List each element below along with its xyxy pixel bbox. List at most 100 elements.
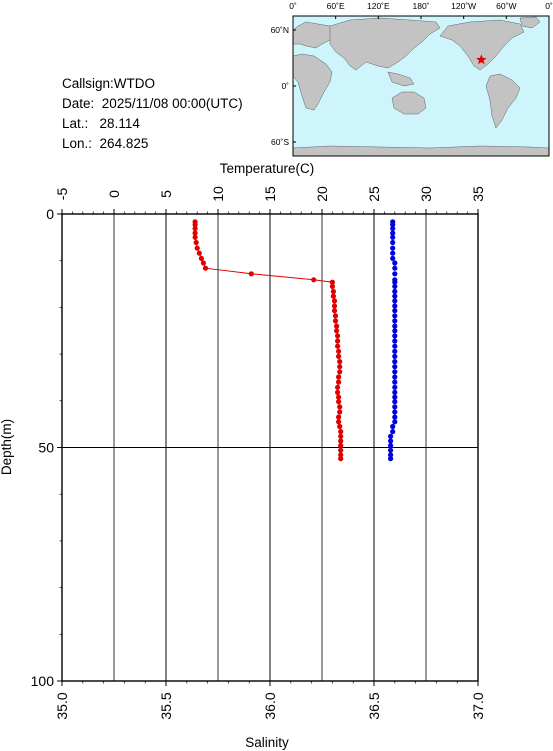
data-point (392, 298, 398, 304)
land-africa (292, 53, 333, 111)
data-point (338, 452, 344, 458)
data-point (338, 447, 344, 453)
data-point (194, 245, 200, 251)
data-point (392, 271, 398, 277)
data-point (392, 414, 398, 420)
data-point (336, 394, 342, 400)
data-point (388, 443, 394, 449)
map-lon-tick: 180˚ (412, 1, 429, 11)
salinity-series (388, 219, 398, 462)
top-tick-label: 20 (314, 186, 330, 202)
bottom-tick-label: 35.0 (54, 692, 70, 719)
data-point (338, 456, 344, 462)
data-point (392, 394, 398, 400)
data-point (337, 364, 343, 370)
data-point (192, 230, 198, 236)
data-point (336, 414, 342, 420)
map-lon-tick: 60˚W (496, 1, 516, 11)
data-point (388, 433, 394, 439)
data-point (392, 404, 398, 410)
map-ticks: 0˚ 60˚E 120˚E 180˚ 120˚W 60˚W 0˚ 60˚N 0˚ 60˚S (271, 1, 553, 147)
data-point (335, 333, 341, 339)
data-point (392, 369, 398, 375)
data-point (390, 255, 396, 261)
series-layer (192, 219, 398, 462)
data-point (336, 399, 342, 405)
data-point (335, 338, 341, 344)
data-point (388, 452, 394, 458)
data-point (392, 389, 398, 395)
data-point (338, 429, 344, 435)
map-lon-tick: 60˚E (327, 1, 345, 11)
data-point (390, 225, 396, 232)
data-point (193, 239, 199, 246)
data-point (392, 288, 398, 295)
callsign-label: Callsign: (62, 76, 114, 91)
data-point (392, 313, 398, 319)
data-point (330, 293, 336, 299)
data-point (331, 303, 338, 309)
station-marker (476, 54, 487, 65)
lat-label: Lat.: (62, 116, 89, 131)
y-tick-label: 0 (46, 206, 54, 222)
data-point (337, 404, 343, 410)
data-point (392, 353, 398, 359)
callsign-row: Callsign:WTDO (62, 74, 243, 94)
data-point (332, 313, 339, 319)
data-point (392, 303, 398, 309)
data-point (334, 328, 340, 334)
land-south-america (485, 73, 521, 129)
data-point (338, 438, 344, 444)
lon-row: Lon.: 264.825 (62, 134, 243, 154)
data-point (336, 379, 342, 385)
date-row: Date: 2025/11/08 00:00(UTC) (62, 94, 243, 114)
land-north-america (439, 19, 525, 71)
grid (61, 214, 479, 681)
data-point (392, 323, 398, 329)
land-greenland (519, 16, 541, 29)
top-tick-label: -5 (54, 188, 70, 201)
data-point (390, 239, 396, 246)
data-point (192, 222, 198, 228)
data-point (392, 318, 398, 324)
data-point (331, 298, 338, 304)
lat-row: Lat.: 28.114 (62, 114, 243, 134)
top-tick-label: 15 (262, 186, 278, 202)
data-point (392, 343, 398, 349)
data-point (390, 423, 396, 430)
data-point (390, 245, 396, 251)
data-point (196, 250, 202, 256)
data-point (334, 323, 340, 329)
data-point (335, 343, 341, 349)
data-point (390, 230, 396, 236)
data-point (392, 419, 398, 425)
data-point (311, 277, 317, 283)
data-point (337, 369, 343, 375)
data-point (329, 279, 335, 285)
data-point (338, 433, 344, 439)
station-star-icon (476, 54, 487, 65)
data-point (337, 423, 343, 430)
map-lon-tick: 0˚ (289, 1, 297, 11)
land-asia (329, 17, 441, 71)
data-point (336, 374, 342, 380)
data-point (388, 456, 394, 462)
date-value: 2025/11/08 00:00(UTC) (101, 96, 243, 111)
top-tick-label: 0 (106, 190, 122, 198)
date-label: Date: (62, 96, 95, 111)
data-point (390, 429, 396, 435)
map-lat-tick: 0˚ (281, 81, 289, 91)
temperature-series (192, 219, 344, 462)
data-point (335, 389, 341, 395)
lat-value: 28.114 (99, 116, 140, 131)
y-tick-label: 50 (38, 440, 54, 456)
lon-label: Lon.: (62, 136, 93, 151)
data-point (392, 359, 398, 365)
data-point (331, 308, 338, 314)
data-point (329, 283, 335, 289)
location-map: 0˚ 60˚E 120˚E 180˚ 120˚W 60˚W 0˚ 60˚N 0˚ 60˚S (271, 1, 553, 157)
data-point (392, 265, 398, 271)
data-point (336, 348, 342, 354)
data-point (392, 333, 398, 339)
station-info: Callsign:WTDO Date: 2025/11/08 00:00(UTC… (62, 74, 243, 154)
